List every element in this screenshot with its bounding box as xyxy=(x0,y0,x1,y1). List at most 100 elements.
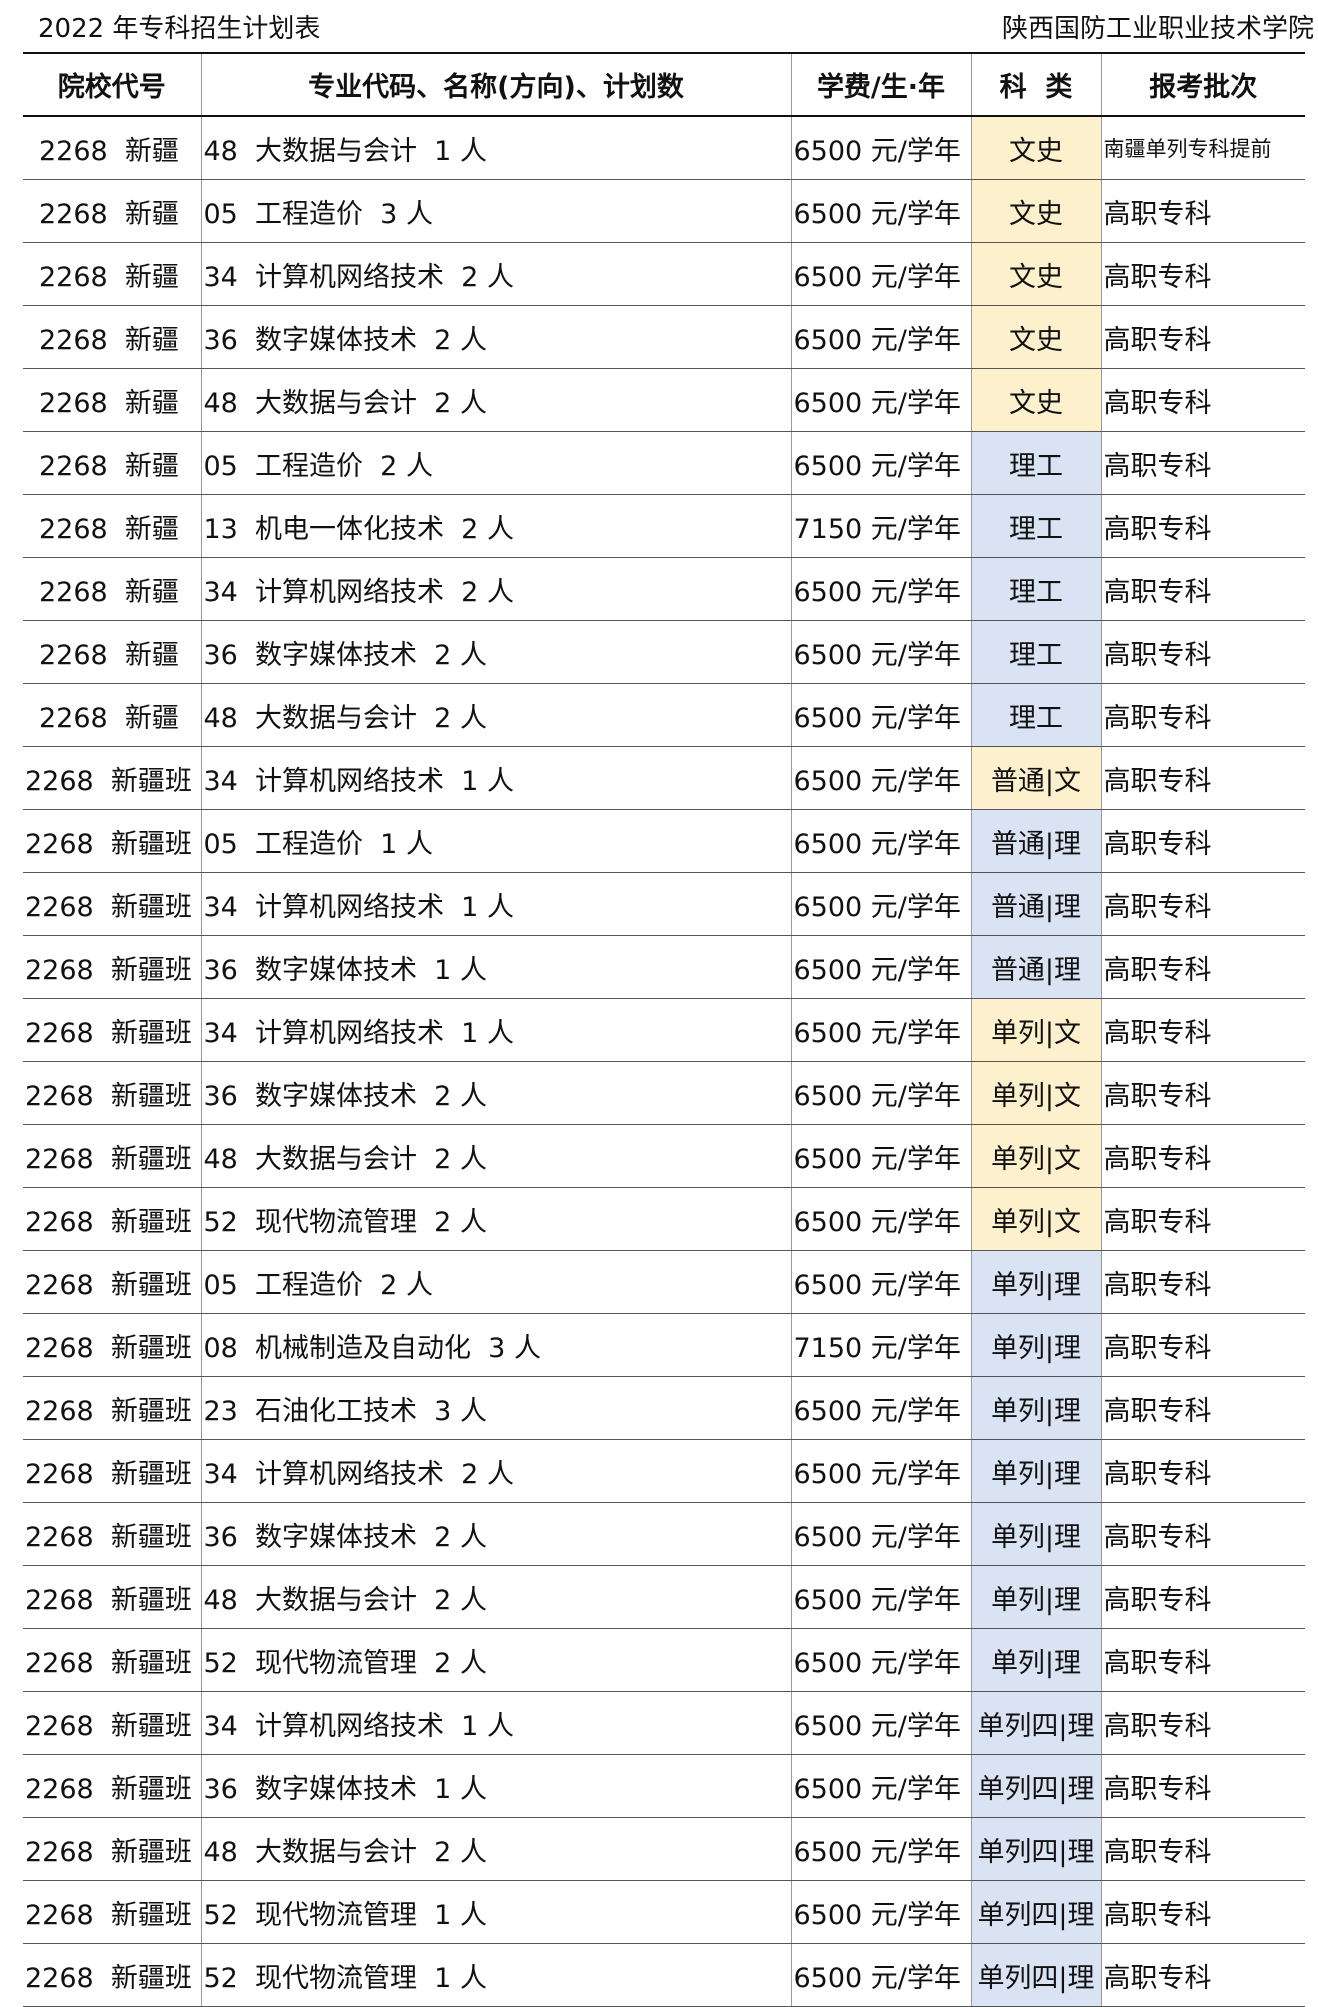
cell-batch: 高职专科 xyxy=(1100,1565,1305,1629)
cell-tuition: 6500 元/学年 xyxy=(790,1691,971,1755)
cell-school-code: 2268 新疆班 xyxy=(23,935,201,999)
cell-tuition: 6500 元/学年 xyxy=(790,242,971,306)
header-tuition: 学费/生·年 xyxy=(790,52,971,117)
cell-major: 48 大数据与会计 1 人 xyxy=(200,116,791,180)
cell-tuition: 7150 元/学年 xyxy=(790,494,971,558)
cell-school-code: 2268 新疆班 xyxy=(23,1502,201,1566)
cell-tuition: 6500 元/学年 xyxy=(790,746,971,810)
cell-batch: 高职专科 xyxy=(1100,179,1305,243)
table-row: 2268 新疆班 34 计算机网络技术 1 人 6500 元/学年 普通|文 高职专科 xyxy=(23,746,1305,810)
cell-school-code: 2268 新疆 xyxy=(23,116,201,180)
cell-batch: 高职专科 xyxy=(1100,1754,1305,1818)
table-row: 2268 新疆班 23 石油化工技术 3 人 6500 元/学年 单列|理 高职专科 xyxy=(23,1376,1305,1440)
cell-category: 单列四|理 xyxy=(970,1691,1101,1755)
header-category: 科 类 xyxy=(970,52,1101,117)
cell-school-code: 2268 新疆 xyxy=(23,494,201,558)
cell-batch: 高职专科 xyxy=(1100,746,1305,810)
cell-school-code: 2268 新疆 xyxy=(23,431,201,495)
cell-batch: 高职专科 xyxy=(1100,1691,1305,1755)
cell-tuition: 6500 元/学年 xyxy=(790,1250,971,1314)
cell-major: 05 工程造价 2 人 xyxy=(200,431,791,495)
cell-school-code: 2268 新疆班 xyxy=(23,809,201,873)
cell-category: 文史 xyxy=(970,368,1101,432)
cell-school-code: 2268 新疆班 xyxy=(23,1187,201,1251)
cell-category: 普通|理 xyxy=(970,809,1101,873)
cell-batch: 高职专科 xyxy=(1100,305,1305,369)
cell-batch: 高职专科 xyxy=(1100,368,1305,432)
cell-category: 理工 xyxy=(970,620,1101,684)
table-row: 2268 新疆班 52 现代物流管理 1 人 6500 元/学年 单列四|理 高职专科 xyxy=(23,1880,1305,1944)
cell-major: 34 计算机网络技术 1 人 xyxy=(200,1691,791,1755)
cell-tuition: 6500 元/学年 xyxy=(790,305,971,369)
cell-major: 13 机电一体化技术 2 人 xyxy=(200,494,791,558)
cell-category: 文史 xyxy=(970,305,1101,369)
cell-category: 单列四|理 xyxy=(970,1817,1101,1881)
cell-batch: 高职专科 xyxy=(1100,1187,1305,1251)
cell-batch: 高职专科 xyxy=(1100,557,1305,621)
cell-school-code: 2268 新疆 xyxy=(23,368,201,432)
cell-batch: 高职专科 xyxy=(1100,683,1305,747)
cell-major: 36 数字媒体技术 1 人 xyxy=(200,1754,791,1818)
cell-tuition: 6500 元/学年 xyxy=(790,116,971,180)
cell-category: 文史 xyxy=(970,179,1101,243)
cell-major: 48 大数据与会计 2 人 xyxy=(200,368,791,432)
cell-major: 34 计算机网络技术 2 人 xyxy=(200,557,791,621)
table-row: 2268 新疆 34 计算机网络技术 2 人 6500 元/学年 理工 高职专科 xyxy=(23,557,1305,621)
table-row: 2268 新疆班 48 大数据与会计 2 人 6500 元/学年 单列|理 高职专科 xyxy=(23,1565,1305,1629)
table-row: 2268 新疆 48 大数据与会计 2 人 6500 元/学年 理工 高职专科 xyxy=(23,683,1305,747)
cell-tuition: 6500 元/学年 xyxy=(790,809,971,873)
cell-batch: 高职专科 xyxy=(1100,1061,1305,1125)
cell-tuition: 6500 元/学年 xyxy=(790,1880,971,1944)
cell-tuition: 6500 元/学年 xyxy=(790,935,971,999)
table-row: 2268 新疆班 36 数字媒体技术 1 人 6500 元/学年 普通|理 高职专科 xyxy=(23,935,1305,999)
page-title: 2022 年专科招生计划表 xyxy=(38,14,321,44)
cell-tuition: 6500 元/学年 xyxy=(790,1061,971,1125)
cell-category: 文史 xyxy=(970,242,1101,306)
cell-batch: 高职专科 xyxy=(1100,1502,1305,1566)
table-row: 2268 新疆班 05 工程造价 1 人 6500 元/学年 普通|理 高职专科 xyxy=(23,809,1305,873)
cell-major: 05 工程造价 2 人 xyxy=(200,1250,791,1314)
cell-major: 48 大数据与会计 2 人 xyxy=(200,1124,791,1188)
cell-major: 36 数字媒体技术 2 人 xyxy=(200,620,791,684)
cell-category: 普通|文 xyxy=(970,746,1101,810)
cell-school-code: 2268 新疆 xyxy=(23,557,201,621)
table-row: 2268 新疆班 36 数字媒体技术 2 人 6500 元/学年 单列|文 高职专科 xyxy=(23,1061,1305,1125)
cell-major: 34 计算机网络技术 1 人 xyxy=(200,998,791,1062)
table-row: 2268 新疆班 34 计算机网络技术 1 人 6500 元/学年 普通|理 高职专科 xyxy=(23,872,1305,936)
cell-category: 理工 xyxy=(970,494,1101,558)
table-row: 2268 新疆班 34 计算机网络技术 1 人 6500 元/学年 单列四|理 高职专科 xyxy=(23,1691,1305,1755)
cell-tuition: 6500 元/学年 xyxy=(790,1628,971,1692)
cell-major: 23 石油化工技术 3 人 xyxy=(200,1376,791,1440)
cell-major: 08 机械制造及自动化 3 人 xyxy=(200,1313,791,1377)
table-row: 2268 新疆班 05 工程造价 2 人 6500 元/学年 单列|理 高职专科 xyxy=(23,1250,1305,1314)
cell-category: 单列|理 xyxy=(970,1376,1101,1440)
cell-category: 理工 xyxy=(970,431,1101,495)
cell-category: 单列|理 xyxy=(970,1313,1101,1377)
cell-tuition: 6500 元/学年 xyxy=(790,179,971,243)
table-row: 2268 新疆班 34 计算机网络技术 2 人 6500 元/学年 单列|理 高职专科 xyxy=(23,1439,1305,1503)
cell-school-code: 2268 新疆班 xyxy=(23,1250,201,1314)
header-batch: 报考批次 xyxy=(1100,52,1305,117)
cell-batch: 高职专科 xyxy=(1100,1250,1305,1314)
cell-category: 单列|理 xyxy=(970,1565,1101,1629)
cell-school-code: 2268 新疆班 xyxy=(23,1943,201,2007)
table-row: 2268 新疆 05 工程造价 3 人 6500 元/学年 文史 高职专科 xyxy=(23,179,1305,243)
table-row: 2268 新疆班 52 现代物流管理 2 人 6500 元/学年 单列|文 高职专科 xyxy=(23,1187,1305,1251)
table-row: 2268 新疆 36 数字媒体技术 2 人 6500 元/学年 理工 高职专科 xyxy=(23,620,1305,684)
cell-batch: 高职专科 xyxy=(1100,1628,1305,1692)
table-row: 2268 新疆班 48 大数据与会计 2 人 6500 元/学年 单列四|理 高职专科 xyxy=(23,1817,1305,1881)
cell-batch: 高职专科 xyxy=(1100,998,1305,1062)
cell-batch: 南疆单列专科提前 xyxy=(1100,116,1305,180)
table-row: 2268 新疆 36 数字媒体技术 2 人 6500 元/学年 文史 高职专科 xyxy=(23,305,1305,369)
table-row: 2268 新疆 34 计算机网络技术 2 人 6500 元/学年 文史 高职专科 xyxy=(23,242,1305,306)
enrollment-plan-table: 院校代号 专业代码、名称(方向)、计划数 学费/生·年科 类报考批次 2268 新疆… xyxy=(23,52,1305,2007)
cell-school-code: 2268 新疆 xyxy=(23,683,201,747)
cell-batch: 高职专科 xyxy=(1100,1124,1305,1188)
cell-major: 05 工程造价 1 人 xyxy=(200,809,791,873)
cell-tuition: 6500 元/学年 xyxy=(790,431,971,495)
cell-batch: 高职专科 xyxy=(1100,1313,1305,1377)
cell-tuition: 6500 元/学年 xyxy=(790,1187,971,1251)
cell-batch: 高职专科 xyxy=(1100,1817,1305,1881)
cell-tuition: 6500 元/学年 xyxy=(790,620,971,684)
cell-category: 单列|文 xyxy=(970,998,1101,1062)
